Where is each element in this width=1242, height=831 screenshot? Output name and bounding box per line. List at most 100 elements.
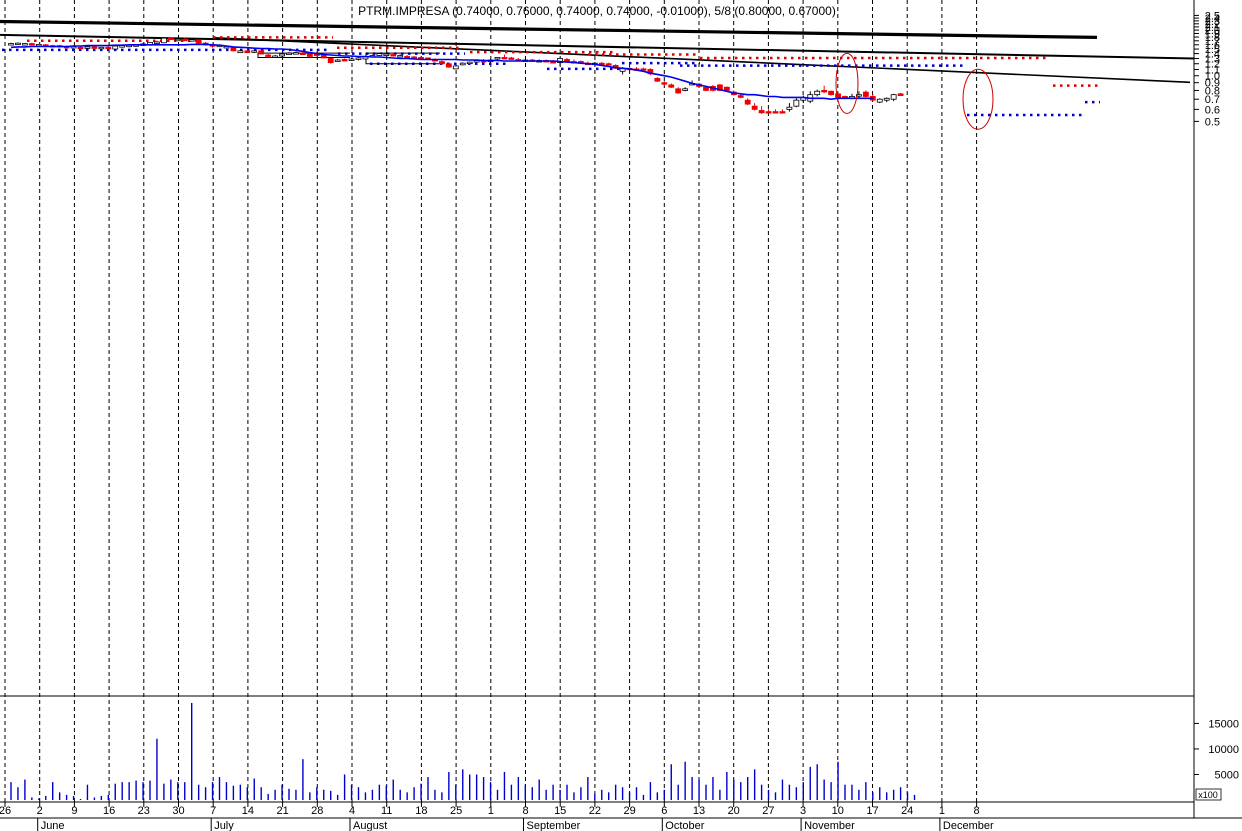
candle-body (640, 68, 647, 71)
candle-body (654, 78, 661, 82)
volume-unit-label: x100 (1198, 790, 1218, 800)
candle-body (265, 54, 272, 57)
candle (195, 39, 202, 44)
x-tick-label: 6 (661, 805, 667, 817)
x-tick-label: 3 (800, 805, 806, 817)
candle-body (856, 94, 862, 97)
candle-body (508, 57, 515, 60)
candle (28, 42, 35, 46)
candle-body (723, 86, 730, 91)
x-tick-label: 30 (172, 805, 184, 817)
candle (258, 49, 265, 55)
candle-body (154, 41, 160, 44)
candle (376, 52, 383, 56)
candle (828, 90, 834, 96)
candle-body (28, 43, 35, 46)
candle (348, 57, 355, 62)
vertical-grid (4, 0, 978, 802)
moving-average-line (10, 43, 873, 101)
y-tick-label: 2.2 (1205, 19, 1220, 31)
month-label: October (665, 820, 704, 831)
candle-body (452, 65, 459, 70)
y-tick-label: 2.3 (1205, 16, 1220, 28)
month-label: June (41, 820, 65, 831)
candle (84, 46, 91, 50)
candle-body (167, 37, 174, 41)
highlight-ellipse (835, 52, 859, 114)
candle (404, 55, 411, 59)
month-label: December (943, 820, 994, 831)
candle-body (91, 46, 98, 49)
candle-body (897, 93, 904, 96)
candle (355, 56, 362, 61)
candle (793, 98, 800, 108)
month-label: July (214, 820, 234, 831)
candle-body (334, 59, 341, 62)
candle-body (828, 90, 834, 96)
y-tick-label: 0.9 (1205, 78, 1220, 90)
x-tick-label: 2 (37, 805, 43, 817)
candle (188, 38, 195, 42)
candle-body (84, 46, 91, 49)
y-tick-label: 1.7 (1205, 36, 1220, 48)
candle (862, 90, 869, 98)
candle (383, 52, 390, 56)
candle-body (279, 53, 285, 57)
y-tick-label: 0.5 (1205, 116, 1220, 128)
x-tick-label: 25 (450, 805, 462, 817)
candle (772, 109, 779, 114)
candle (334, 58, 341, 62)
candle (160, 37, 167, 44)
candle-body (230, 47, 237, 52)
candle-body (786, 106, 793, 110)
y-tick-label: 2.5 (1205, 10, 1220, 22)
month-label: August (353, 820, 387, 831)
y-axis-ticks: 2.52.42.32.22.12.01.91.81.71.61.51.41.31… (1194, 10, 1220, 128)
support-levels (2, 48, 1100, 117)
candle (605, 62, 612, 66)
candle (897, 92, 904, 96)
candle (786, 103, 793, 112)
candle (397, 54, 404, 58)
candle (438, 60, 445, 65)
candle-body (793, 99, 800, 107)
candle (675, 87, 682, 94)
trendlines (0, 19, 1195, 84)
y-tick-label: 1.1 (1205, 64, 1220, 76)
y-tick-label: 0.7 (1205, 94, 1220, 106)
candle-body (605, 63, 612, 66)
volume-tick-label: 15000 (1208, 718, 1239, 730)
candle (390, 52, 397, 57)
x-tick-label: 8 (522, 805, 528, 817)
candle (668, 83, 675, 89)
y-tick-label: 2.1 (1205, 22, 1220, 34)
candle (21, 43, 28, 46)
candle-body (237, 50, 244, 54)
candle (744, 98, 751, 106)
x-tick-label: 20 (728, 805, 740, 817)
y-tick-label: 1.5 (1205, 44, 1220, 56)
x-tick-label: 29 (623, 805, 635, 817)
month-label: November (804, 820, 855, 831)
candle-body (557, 58, 563, 64)
candle-body (862, 91, 869, 97)
candle-body (376, 53, 383, 56)
candle (445, 62, 452, 68)
candle (501, 54, 508, 60)
candle (821, 85, 828, 93)
candle (869, 93, 876, 102)
volume-unit-box (1195, 788, 1222, 801)
candle-body (772, 111, 779, 114)
candle (640, 67, 647, 71)
candle (8, 42, 14, 46)
x-tick-label: 16 (103, 805, 115, 817)
candle-body (758, 110, 765, 114)
candle-body (751, 105, 758, 110)
candle (876, 98, 883, 104)
candle-body (320, 55, 327, 59)
highlight-ellipses (835, 52, 994, 130)
candle (237, 49, 244, 54)
candle-body (744, 99, 751, 105)
candle-body (195, 39, 202, 44)
